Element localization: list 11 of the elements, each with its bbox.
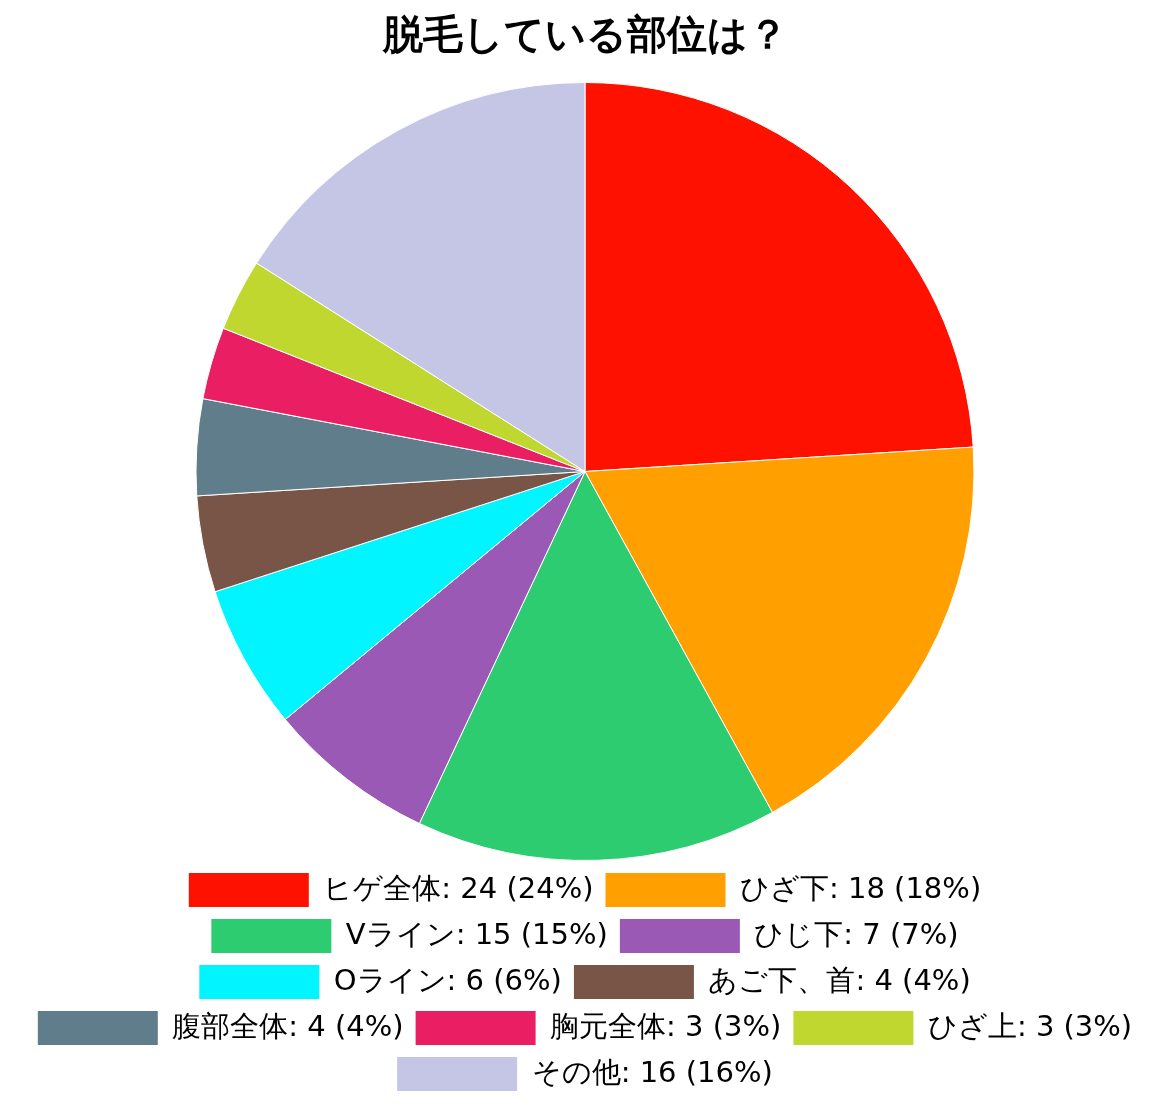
legend-label: ひじ下: 7 (7%) <box>754 916 959 951</box>
legend-label: 胸元全体: 3 (3%) <box>550 1008 782 1043</box>
legend-label: あご下、首: 4 (4%) <box>708 962 971 997</box>
legend-label: その他: 16 (16%) <box>531 1054 773 1089</box>
legend-label: ひざ下: 18 (18%) <box>740 870 982 905</box>
legend-label: Oライン: 6 (6%) <box>333 962 562 997</box>
legend-label: ヒゲ全体: 24 (24%) <box>323 870 594 905</box>
chart-title: 脱毛している部位は？ <box>381 11 788 58</box>
legend-label: Vライン: 15 (15%) <box>345 916 608 951</box>
legend-label: 腹部全体: 4 (4%) <box>172 1008 404 1043</box>
legend-label: ひざ上: 3 (3%) <box>927 1008 1133 1043</box>
